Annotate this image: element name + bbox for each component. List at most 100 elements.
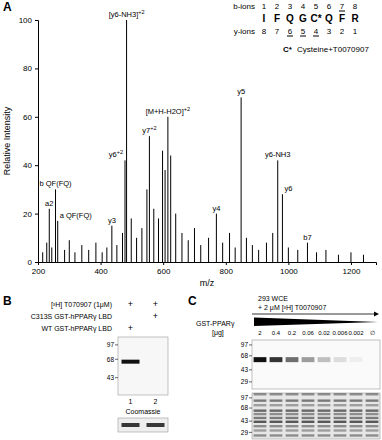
band [286,425,299,427]
sequence: b-ions12345678IFQGC*QFRy-ions87654321C*C… [233,2,369,54]
band [366,404,379,406]
band [366,393,379,395]
band [318,413,331,415]
band [318,357,331,362]
band [318,409,331,411]
band [302,421,315,423]
band [254,399,267,401]
peak [266,243,267,262]
peak [125,160,126,262]
amount-label: 0.006 [332,330,348,336]
marker-label: 43 [241,366,249,373]
y-axis-line [35,21,39,263]
peak [165,170,166,262]
marker-label: 43 [107,374,115,381]
band [334,399,347,401]
panel-letter: C [188,294,197,308]
treatment-label: + 2 μM [³H] T0070907 [258,304,326,312]
band [334,404,347,406]
y-tick: 20 [23,210,38,219]
band [254,429,267,431]
condition-sign: + [128,299,133,309]
band [350,421,363,423]
band [254,357,267,362]
y-tick-mark [35,20,38,21]
titration-label: [μg] [212,329,224,337]
band [366,413,379,415]
band [254,417,267,419]
band [350,357,363,362]
band [270,399,283,401]
y-tick: 40 [23,161,38,170]
band [286,417,299,419]
band [270,429,283,431]
peak-label: y6+2 [109,149,123,159]
amount-label: 2 [258,330,262,336]
y-tick-mark [35,262,38,263]
band [270,404,283,406]
x-tick-label: 800 [220,267,234,276]
condition-sign: + [128,323,133,333]
marker-label: 68 [241,404,249,411]
gel-c-autoradiograph: 97684329 [241,340,380,389]
peak-label-part: [y6-NH3] [109,10,139,19]
amount-label: 0.4 [272,330,281,336]
peak [141,228,142,262]
band [334,425,347,427]
band [254,421,267,423]
band [366,409,379,411]
peak [81,245,82,262]
amount-label: 0.06 [302,330,314,336]
y-axis-title: Relative Intensity [2,106,12,175]
band [286,434,299,436]
peak-label: a2 [45,199,53,208]
peak [241,97,242,262]
band [366,425,379,427]
y-tick: 0 [28,258,38,267]
y-tick-mark [35,214,38,215]
band [302,357,315,362]
peak-label-part: y6 [109,150,117,159]
marker-tick [249,369,252,370]
peak [229,233,230,262]
peak [200,245,201,262]
band [286,399,299,401]
band [302,393,315,395]
peak [149,136,150,262]
residue: Q [325,13,333,24]
marker-tick [249,381,252,382]
gel-b: 976843 [107,337,168,395]
condition-label: WT GST-hPPARγ LBD [41,325,112,333]
peak-label: b7 [303,233,311,242]
band [286,421,299,423]
band [270,409,283,411]
peak [188,240,189,262]
band [350,409,363,411]
marker-label: 68 [241,352,249,359]
peak [136,238,137,262]
x-tick-mark [288,262,289,265]
band [270,413,283,415]
marker-tick [249,397,252,398]
marker-label: 97 [241,341,249,348]
arrow-head [374,312,379,317]
condition-sign: + [153,299,158,309]
x-tick-label: 1000 [280,267,298,276]
x-axis-title: m/z [200,278,215,288]
band [318,421,331,423]
peak-label: y5 [237,87,245,96]
peak-label: y7+2 [142,125,156,135]
band [366,429,379,431]
band [254,425,267,427]
band [286,357,299,362]
marker-tick [249,421,252,422]
y-tick-mark [35,165,38,166]
x-axis-line [39,263,377,266]
band [366,434,379,436]
marker-label: 97 [241,394,249,401]
peak [74,252,75,262]
band [254,434,267,436]
peak [122,233,123,262]
marker-label: 29 [241,429,249,436]
band [286,409,299,411]
